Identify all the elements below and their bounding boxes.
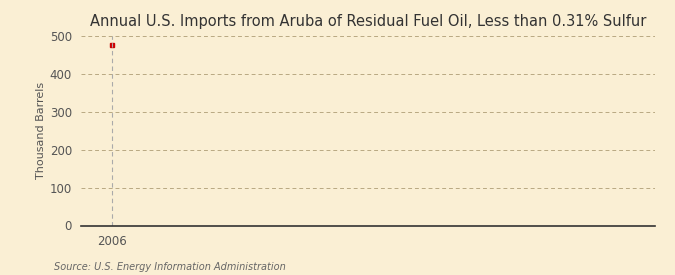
Title: Annual U.S. Imports from Aruba of Residual Fuel Oil, Less than 0.31% Sulfur: Annual U.S. Imports from Aruba of Residu…: [90, 14, 646, 29]
Y-axis label: Thousand Barrels: Thousand Barrels: [36, 82, 45, 179]
Text: Source: U.S. Energy Information Administration: Source: U.S. Energy Information Administ…: [54, 262, 286, 272]
